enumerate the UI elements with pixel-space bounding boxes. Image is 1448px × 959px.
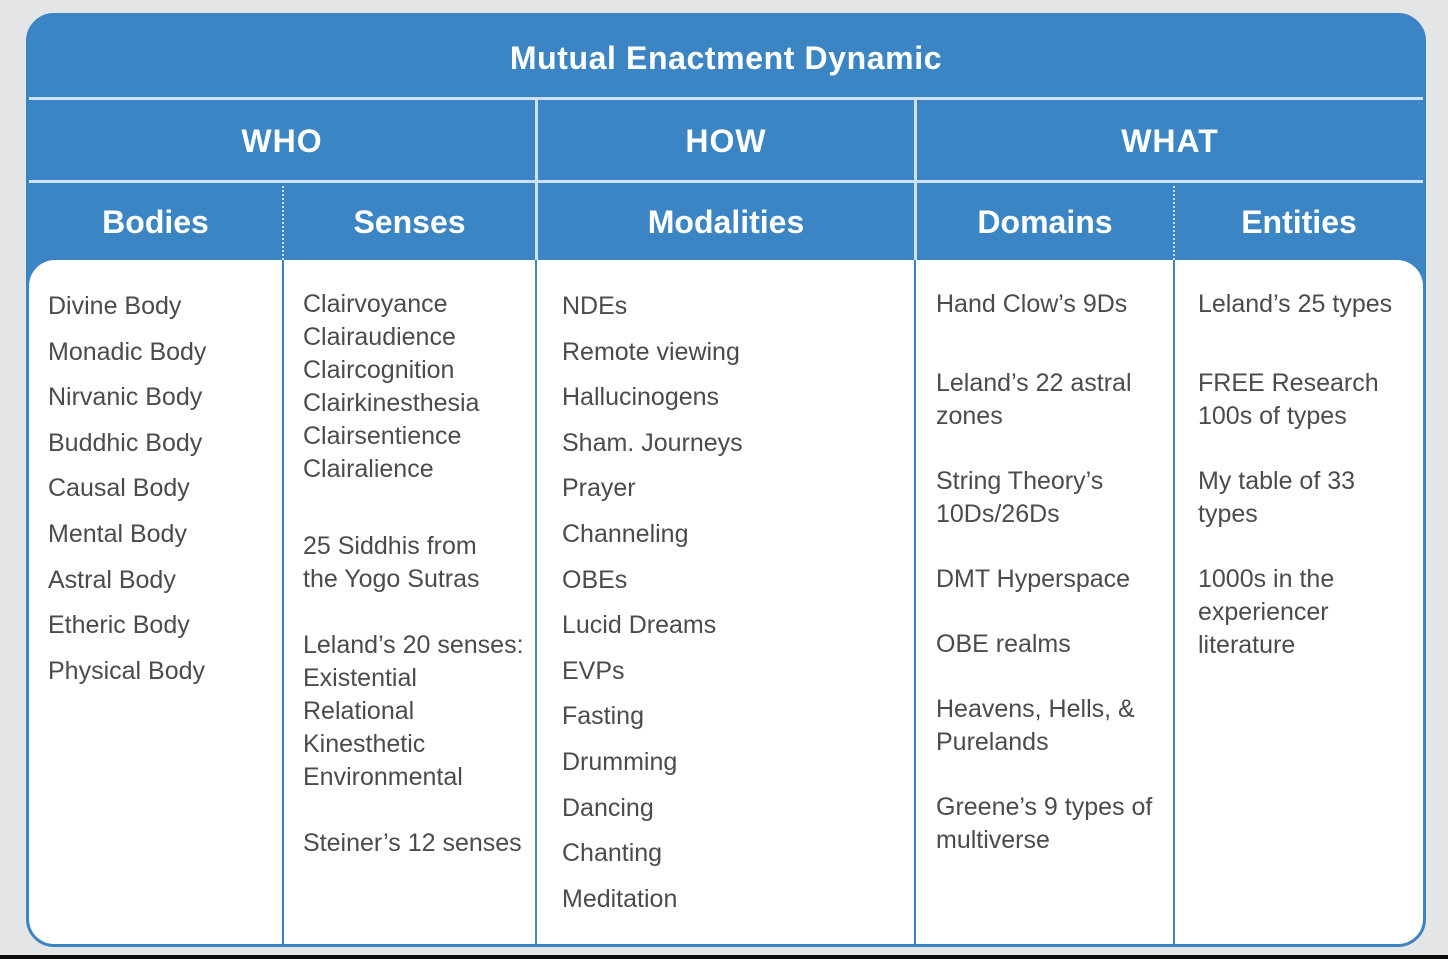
list-item: Prayer <box>562 474 636 503</box>
column-header-senses: Senses <box>353 203 466 240</box>
list-item: Leland’s 25 types <box>1198 290 1393 318</box>
list-item: Clairvoyance <box>303 290 448 318</box>
table-body <box>29 260 1423 944</box>
list-item: My table of 33 <box>1198 467 1356 495</box>
list-item: Steiner’s 12 senses <box>303 829 522 857</box>
list-item: Drumming <box>562 747 678 776</box>
group-separator-who-how <box>535 100 538 260</box>
list-item: 10Ds/26Ds <box>936 500 1060 528</box>
list-item: Purelands <box>936 728 1049 756</box>
list-item: Relational <box>303 697 415 725</box>
list-item: Leland’s 20 senses: <box>303 631 524 659</box>
column-header-domains: Domains <box>977 203 1113 240</box>
list-item: Hallucinogens <box>562 383 720 412</box>
list-item: Heavens, Hells, & <box>936 695 1135 723</box>
list-item: Clairsentience <box>303 422 462 450</box>
list-item: 25 Siddhis from <box>303 532 477 560</box>
list-item: Remote viewing <box>562 337 740 366</box>
table-title: Mutual Enactment Dynamic <box>509 39 943 76</box>
list-item: Environmental <box>303 763 463 791</box>
group-header-how: HOW <box>685 122 767 159</box>
list-item: Clairaudience <box>303 323 456 351</box>
list-item: String Theory’s <box>936 467 1104 495</box>
entities-list: Leland’s 25 types FREE Research 100s of … <box>1198 288 1392 662</box>
column-line-modalities-domains <box>914 260 916 944</box>
list-item: Sham. Journeys <box>562 428 743 457</box>
list-item: Causal Body <box>48 474 190 503</box>
subcol-separator-domains-entities <box>1173 186 1175 260</box>
list-item: literature <box>1198 631 1296 659</box>
modalities-list: NDEs Remote viewing Hallucinogens Sham. … <box>562 284 743 922</box>
list-item: Channeling <box>562 519 689 548</box>
list-item: EVPs <box>562 656 625 685</box>
list-item: FREE Research <box>1198 369 1379 397</box>
list-item: Chanting <box>562 839 663 868</box>
domains-list: Hand Clow’s 9Ds Leland’s 22 astral zones… <box>936 288 1152 857</box>
list-item: Greene’s 9 types of <box>936 793 1153 821</box>
subcol-separator-bodies-senses <box>282 186 284 260</box>
group-header-who: WHO <box>241 122 323 159</box>
title-divider <box>29 97 1423 100</box>
list-item: NDEs <box>562 292 628 320</box>
bottom-edge-bar <box>0 955 1448 959</box>
column-header-bodies: Bodies <box>102 203 209 240</box>
list-item: Meditation <box>562 884 678 913</box>
list-item: Nirvanic Body <box>48 383 203 412</box>
list-item: Mental Body <box>48 519 187 548</box>
list-item: Leland’s 22 astral <box>936 369 1132 397</box>
list-item: Fasting <box>562 702 644 731</box>
list-item: OBE realms <box>936 630 1071 658</box>
list-item: zones <box>936 402 1003 430</box>
list-item: multiverse <box>936 826 1050 854</box>
list-item: Dancing <box>562 793 654 822</box>
list-item: Clairalience <box>303 455 434 483</box>
list-item: Buddhic Body <box>48 428 203 457</box>
column-header-modalities: Modalities <box>647 203 805 240</box>
list-item: Lucid Dreams <box>562 611 717 640</box>
list-item: Monadic Body <box>48 337 207 366</box>
list-item: Etheric Body <box>48 611 190 640</box>
senses-list: Clairvoyance Clairaudience Claircognitio… <box>303 288 524 860</box>
list-item: types <box>1198 500 1258 528</box>
list-item: Claircognition <box>303 356 455 384</box>
list-item: OBEs <box>562 565 628 594</box>
list-item: Astral Body <box>48 565 176 594</box>
enactment-table: Mutual Enactment Dynamic WHO HOW WHAT Bo… <box>26 13 1426 947</box>
list-item: experiencer <box>1198 598 1329 626</box>
column-line-senses-modalities <box>535 260 537 944</box>
list-item: DMT Hyperspace <box>936 565 1131 593</box>
list-item: Hand Clow’s 9Ds <box>936 290 1128 318</box>
list-item: Clairkinesthesia <box>303 389 480 417</box>
list-item: Existential <box>303 664 417 692</box>
group-separator-how-what <box>914 100 917 260</box>
column-line-bodies-senses <box>282 260 284 944</box>
list-item: Physical Body <box>48 656 206 685</box>
list-item: the Yogo Sutras <box>303 565 480 593</box>
group-divider <box>29 180 1423 183</box>
list-item: Divine Body <box>48 292 182 320</box>
column-header-entities: Entities <box>1241 203 1357 240</box>
list-item: 100s of types <box>1198 402 1347 430</box>
group-header-what: WHAT <box>1121 122 1219 159</box>
list-item: Kinesthetic <box>303 730 426 758</box>
list-item: 1000s in the <box>1198 565 1335 593</box>
column-line-domains-entities <box>1173 260 1175 944</box>
bodies-list: Divine Body Monadic Body Nirvanic Body B… <box>48 284 206 694</box>
